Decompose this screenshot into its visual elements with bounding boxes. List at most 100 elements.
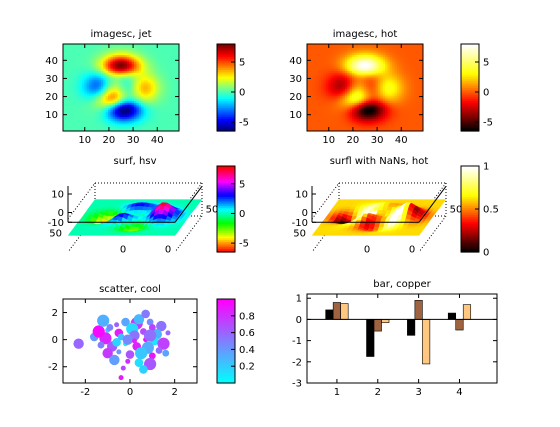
heatmap-cell <box>126 84 130 88</box>
heatmap-cell <box>396 83 400 86</box>
heatmap-cell <box>134 122 137 125</box>
heatmap-cell <box>171 122 175 125</box>
heatmap-cell <box>378 63 381 66</box>
heatmap-cell <box>174 122 178 125</box>
heatmap-cell <box>117 116 121 119</box>
heatmap-cell <box>382 95 386 98</box>
heatmap-cell <box>404 58 407 61</box>
heatmap-cell <box>351 72 355 75</box>
heatmap-cell <box>378 102 381 105</box>
heatmap-cell <box>145 68 149 72</box>
heatmap-cell <box>321 111 324 114</box>
heatmap-cell <box>375 68 379 72</box>
heatmap-cell <box>389 116 393 119</box>
heatmap-cell <box>363 47 367 50</box>
heatmap-cell <box>349 129 353 132</box>
heatmap-cell <box>169 83 173 86</box>
heatmap-cell <box>169 67 173 70</box>
heatmap-cell <box>67 51 71 54</box>
heatmap-cell <box>152 123 156 127</box>
heatmap-cell <box>103 107 107 111</box>
heatmap-cell <box>347 63 351 66</box>
heatmap-cell <box>311 113 315 116</box>
heatmap-cell <box>74 111 78 114</box>
heatmap-cell <box>347 102 351 105</box>
heatmap-cell <box>105 61 109 64</box>
heatmap-cell <box>63 100 66 103</box>
heatmap-cell <box>349 113 353 116</box>
heatmap-cell <box>349 47 353 50</box>
heatmap-cell <box>413 47 417 50</box>
heatmap-cell <box>401 122 405 125</box>
heatmap-cell <box>378 116 381 119</box>
heatmap-cell <box>359 59 362 63</box>
heatmap-cell <box>387 72 391 75</box>
heatmap-cell <box>408 88 412 91</box>
x-tick-label: 30 <box>371 135 384 146</box>
heatmap-cell <box>148 59 151 63</box>
heatmap-cell <box>401 70 405 73</box>
heatmap-cell <box>387 45 391 48</box>
heatmap-cell <box>323 93 327 96</box>
heatmap-cell <box>335 109 339 112</box>
heatmap-cell <box>124 61 128 64</box>
colorbar-cell <box>217 69 235 72</box>
heatmap-cell <box>415 122 419 125</box>
heatmap-cell <box>145 102 149 105</box>
heatmap-cell <box>344 83 348 86</box>
heatmap-cell <box>119 129 123 132</box>
heatmap-cell <box>119 113 123 116</box>
heatmap-cell <box>415 127 419 130</box>
heatmap-cell <box>382 91 386 95</box>
heatmap-cell <box>89 95 92 98</box>
heatmap-cell <box>74 120 78 123</box>
heatmap-cell <box>150 125 154 128</box>
heatmap-cell <box>117 75 121 79</box>
heatmap-cell <box>171 54 175 57</box>
heatmap-cell <box>169 54 173 57</box>
heatmap-cell <box>141 70 144 73</box>
heatmap-cell <box>314 65 317 68</box>
heatmap-cell <box>311 47 315 50</box>
heatmap-cell <box>141 63 144 66</box>
heatmap-cell <box>171 111 175 114</box>
heatmap-cell <box>134 116 137 119</box>
heatmap-cell <box>399 77 403 80</box>
heatmap-cell <box>150 79 154 82</box>
heatmap-cell <box>401 77 405 80</box>
heatmap-cell <box>115 100 118 103</box>
heatmap-cell <box>169 102 173 105</box>
heatmap-cell <box>167 70 170 73</box>
heatmap-cell <box>122 58 125 61</box>
heatmap-cell <box>152 122 156 125</box>
heatmap-cell <box>122 63 125 66</box>
heatmap-cell <box>93 123 97 127</box>
heatmap-cell <box>411 65 414 68</box>
heatmap-cell <box>143 93 147 96</box>
heatmap-cell <box>349 99 353 102</box>
heatmap-cell <box>330 79 334 82</box>
heatmap-cell <box>131 65 135 68</box>
heatmap-cell <box>368 113 372 116</box>
heatmap-cell <box>392 95 395 98</box>
heatmap-cell <box>323 68 327 72</box>
heatmap-cell <box>119 59 123 63</box>
heatmap-cell <box>351 67 355 70</box>
heatmap-cell <box>126 47 130 50</box>
heatmap-cell <box>321 129 324 132</box>
heatmap-cell <box>318 88 322 91</box>
heatmap-cell <box>174 84 178 88</box>
heatmap-cell <box>347 93 351 96</box>
heatmap-cell <box>420 107 424 111</box>
heatmap-cell <box>141 95 144 98</box>
heatmap-cell <box>359 51 362 54</box>
colorbar-cell <box>461 105 479 109</box>
heatmap-cell <box>408 52 412 56</box>
heatmap-cell <box>79 107 83 111</box>
heatmap-cell <box>411 63 414 66</box>
heatmap-cell <box>344 67 348 70</box>
heatmap-cell <box>169 127 173 130</box>
heatmap-cell <box>415 86 419 89</box>
heatmap-cell <box>72 56 76 59</box>
heatmap-cell <box>67 123 71 127</box>
